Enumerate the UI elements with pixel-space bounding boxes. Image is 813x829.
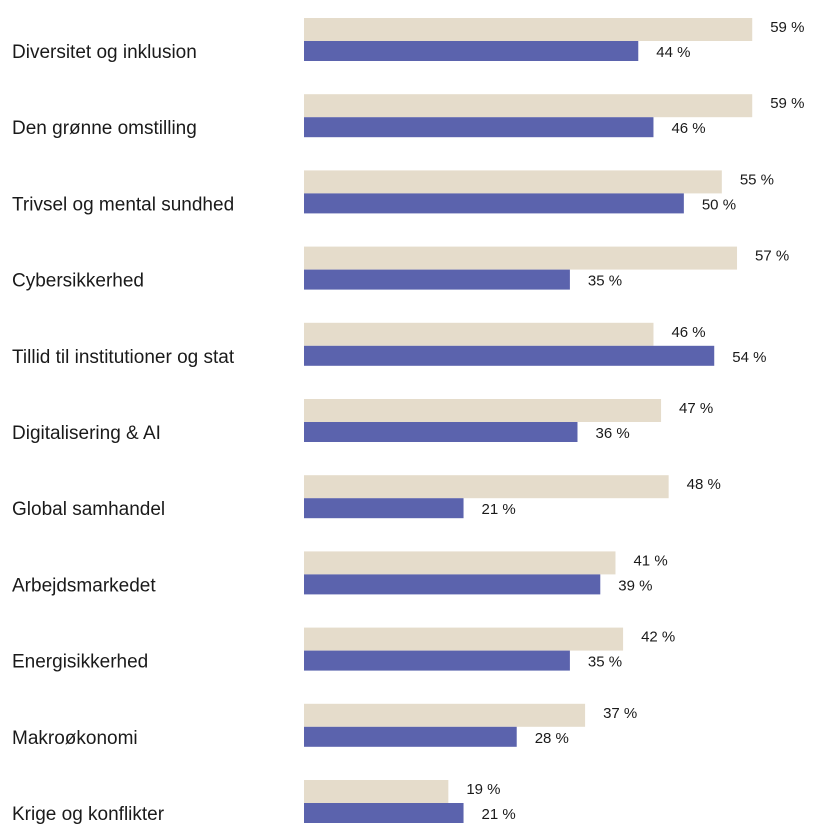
bar bbox=[304, 551, 616, 575]
bar bbox=[304, 246, 738, 270]
bar bbox=[304, 269, 570, 290]
value-label: 39 % bbox=[618, 577, 652, 594]
category-label: Den grønne omstilling bbox=[12, 118, 197, 139]
value-label: 35 % bbox=[588, 654, 622, 671]
bar bbox=[304, 574, 601, 595]
value-label: 50 % bbox=[702, 196, 736, 213]
bar bbox=[304, 399, 662, 422]
value-label: 59 % bbox=[770, 95, 804, 112]
value-label: 42 % bbox=[641, 629, 675, 646]
bar bbox=[304, 780, 449, 803]
value-label: 57 % bbox=[755, 248, 789, 265]
category-label: Diversitet og inklusion bbox=[12, 42, 197, 63]
bar bbox=[304, 650, 570, 671]
bar bbox=[304, 94, 753, 118]
value-label: 36 % bbox=[595, 425, 629, 442]
bar bbox=[304, 170, 722, 194]
value-label: 21 % bbox=[482, 806, 516, 823]
value-label: 59 % bbox=[770, 19, 804, 36]
bar bbox=[304, 803, 464, 823]
value-label: 44 % bbox=[656, 44, 690, 61]
value-label: 28 % bbox=[535, 730, 569, 747]
value-label: 54 % bbox=[732, 349, 766, 366]
bar bbox=[304, 422, 578, 442]
category-label: Global samhandel bbox=[12, 499, 165, 520]
bar bbox=[304, 18, 753, 41]
category-label: Cybersikkerhed bbox=[12, 271, 144, 292]
value-label: 47 % bbox=[679, 400, 713, 417]
value-label: 46 % bbox=[671, 120, 705, 137]
category-label: Trivsel og mental sundhed bbox=[12, 194, 234, 215]
bar bbox=[304, 41, 639, 61]
bar bbox=[304, 193, 684, 214]
category-label: Digitalisering & AI bbox=[12, 423, 161, 444]
category-label: Makroøkonomi bbox=[12, 728, 138, 749]
category-label: Energisikkerhed bbox=[12, 652, 148, 673]
bar bbox=[304, 345, 715, 366]
value-label: 48 % bbox=[687, 476, 721, 493]
category-label: Tillid til institutioner og stat bbox=[12, 347, 235, 368]
value-label: 37 % bbox=[603, 705, 637, 722]
bar bbox=[304, 627, 624, 651]
value-label: 19 % bbox=[466, 781, 500, 798]
value-label: 55 % bbox=[740, 171, 774, 188]
category-label: Arbejdsmarkedet bbox=[12, 575, 156, 596]
bar bbox=[304, 498, 464, 519]
bar bbox=[304, 475, 669, 499]
bar bbox=[304, 117, 654, 138]
value-label: 21 % bbox=[482, 501, 516, 518]
value-label: 35 % bbox=[588, 273, 622, 290]
value-label: 41 % bbox=[633, 552, 667, 569]
bar bbox=[304, 726, 517, 747]
value-label: 46 % bbox=[671, 324, 705, 341]
category-label: Krige og konflikter bbox=[12, 804, 165, 825]
bar bbox=[304, 322, 654, 346]
bar bbox=[304, 703, 586, 727]
